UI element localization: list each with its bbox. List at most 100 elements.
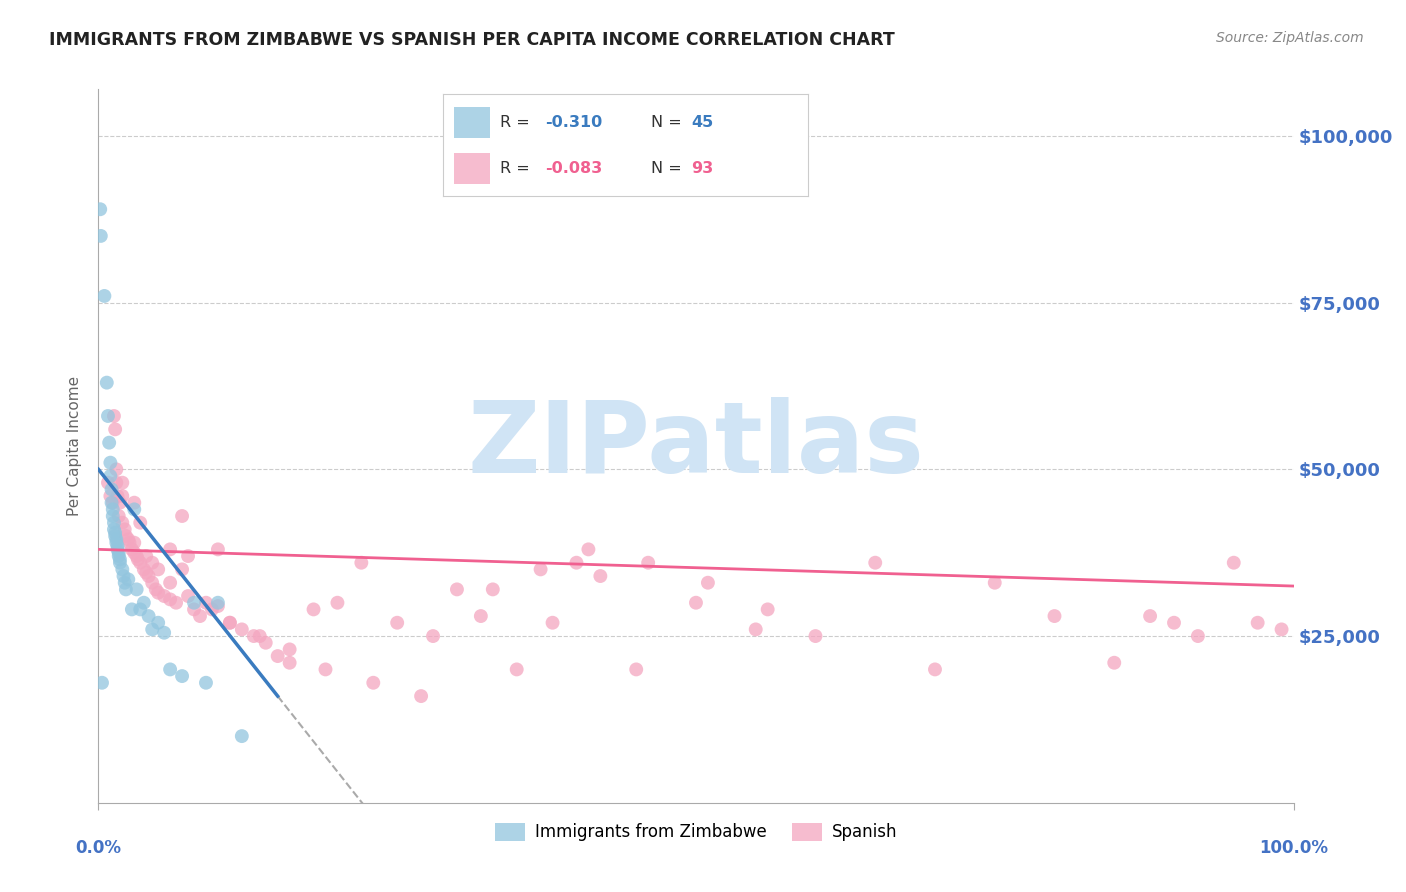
Point xyxy=(98,469,122,483)
Text: R =: R = xyxy=(499,115,534,130)
Point xyxy=(107,549,129,563)
Point xyxy=(506,662,529,676)
Point xyxy=(107,489,129,503)
Point xyxy=(118,535,141,549)
Point xyxy=(804,629,827,643)
Point xyxy=(107,546,129,560)
Point xyxy=(363,675,385,690)
Point xyxy=(589,569,612,583)
Point xyxy=(411,689,433,703)
Point xyxy=(107,542,129,557)
Point xyxy=(172,562,194,576)
Point xyxy=(1163,615,1185,630)
Point xyxy=(153,589,176,603)
Point xyxy=(101,502,124,516)
Point xyxy=(114,575,136,590)
Point xyxy=(697,575,720,590)
Point xyxy=(541,615,564,630)
Point xyxy=(108,556,131,570)
Point xyxy=(100,496,122,510)
Point xyxy=(121,602,143,616)
Text: R =: R = xyxy=(499,161,534,176)
Point xyxy=(195,596,218,610)
Point xyxy=(100,483,122,497)
Text: ZIPatlas: ZIPatlas xyxy=(468,398,924,494)
Point xyxy=(219,615,242,630)
Text: N =: N = xyxy=(651,115,688,130)
Point xyxy=(865,556,887,570)
Point xyxy=(172,669,194,683)
Point xyxy=(111,489,134,503)
Point xyxy=(1139,609,1161,624)
Point xyxy=(385,615,409,630)
Point xyxy=(470,609,492,624)
Point xyxy=(153,625,176,640)
Point xyxy=(1043,609,1066,624)
Point xyxy=(97,409,120,423)
Point xyxy=(107,509,129,524)
Point xyxy=(121,542,143,557)
Point xyxy=(111,475,134,490)
Point xyxy=(103,516,125,530)
Point xyxy=(1187,629,1209,643)
Point xyxy=(578,542,600,557)
Point xyxy=(1271,623,1294,637)
Point xyxy=(254,636,277,650)
Point xyxy=(302,602,325,616)
Point xyxy=(132,562,155,576)
Point xyxy=(243,629,266,643)
Point xyxy=(422,629,444,643)
Point xyxy=(1223,556,1246,570)
Point xyxy=(249,629,271,643)
Text: -0.083: -0.083 xyxy=(546,161,603,176)
Point xyxy=(101,496,124,510)
Point xyxy=(104,422,127,436)
Point xyxy=(165,596,187,610)
Point xyxy=(96,376,118,390)
Point xyxy=(127,552,149,566)
Y-axis label: Per Capita Income: Per Capita Income xyxy=(67,376,83,516)
Point xyxy=(90,228,112,243)
Point xyxy=(145,582,167,597)
Point xyxy=(114,522,136,536)
Point xyxy=(112,569,135,583)
Point xyxy=(117,533,139,547)
Point xyxy=(141,623,163,637)
Point xyxy=(105,535,128,549)
Point xyxy=(159,542,181,557)
Point xyxy=(141,575,163,590)
Point xyxy=(135,549,157,563)
Point xyxy=(195,675,218,690)
Point xyxy=(115,529,138,543)
Point xyxy=(132,596,155,610)
Point xyxy=(98,489,122,503)
Point xyxy=(93,289,115,303)
Point xyxy=(231,623,253,637)
Point xyxy=(129,602,152,616)
Point xyxy=(148,615,170,630)
Point xyxy=(207,542,229,557)
Point xyxy=(183,596,205,610)
Point xyxy=(124,535,146,549)
Point xyxy=(482,582,505,597)
Point xyxy=(103,409,125,423)
Point xyxy=(138,569,160,583)
Text: Source: ZipAtlas.com: Source: ZipAtlas.com xyxy=(1216,31,1364,45)
Point xyxy=(125,582,148,597)
Point xyxy=(115,582,138,597)
Point xyxy=(103,522,125,536)
Point xyxy=(446,582,468,597)
Bar xyxy=(454,107,491,137)
Point xyxy=(108,496,131,510)
Point xyxy=(201,602,224,616)
Point xyxy=(124,496,146,510)
Point xyxy=(924,662,946,676)
Point xyxy=(267,649,290,664)
Point xyxy=(626,662,648,676)
Point xyxy=(101,509,124,524)
Point xyxy=(89,202,111,217)
Point xyxy=(326,596,349,610)
Text: N =: N = xyxy=(651,161,688,176)
Point xyxy=(207,599,229,613)
Point xyxy=(105,462,128,476)
